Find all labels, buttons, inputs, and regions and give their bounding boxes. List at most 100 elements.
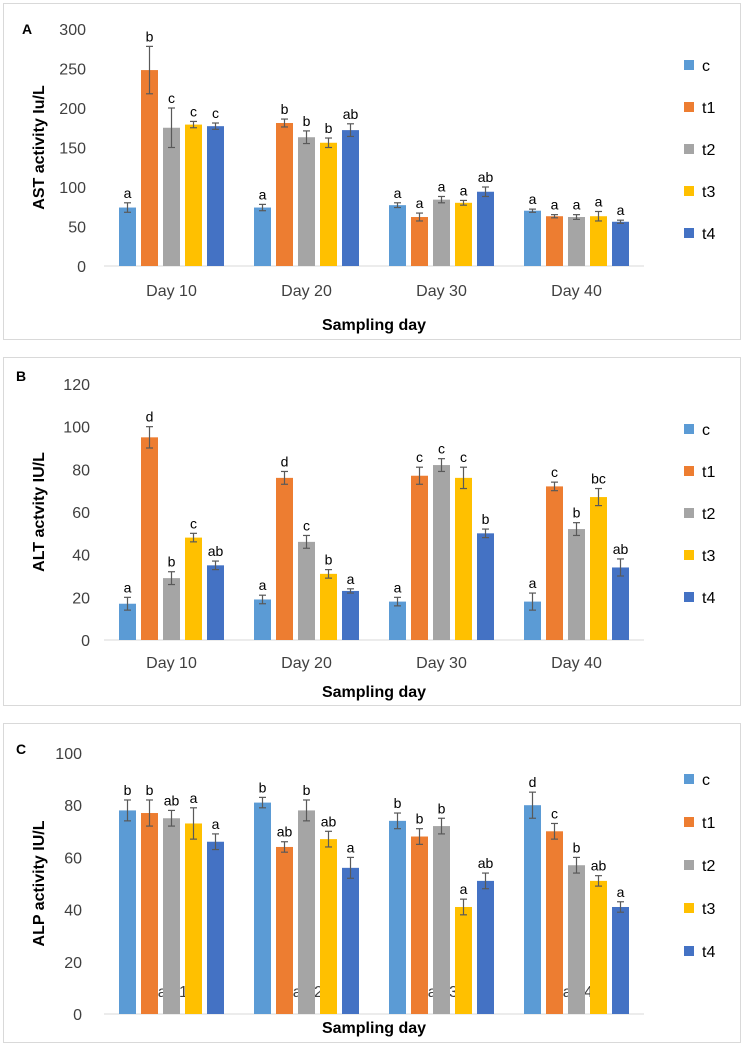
- panel-b-bar-t2: [163, 578, 180, 640]
- panel-a-bar-t2: [298, 137, 315, 266]
- panel-b-significance-letter: b: [573, 505, 581, 521]
- panel-a-legend-swatch-t1: [684, 102, 694, 112]
- panel-a-bar-t3: [320, 142, 337, 266]
- panel-b-bar-t2: [433, 465, 450, 640]
- panel-c-bar-t1: [411, 836, 428, 1014]
- panel-b-significance-letter: a: [124, 579, 132, 595]
- panel-b-bar-c: [389, 601, 406, 640]
- panel-a-significance-letter: a: [394, 185, 402, 201]
- panel-a-category-label: Day 40: [551, 283, 602, 300]
- panel-c-legend-label-t1: t1: [702, 815, 715, 832]
- panel-a-bar-t3: [185, 124, 202, 266]
- panel-c-significance-letter: d: [529, 774, 537, 790]
- panel-b-ytick-label: 20: [72, 590, 90, 607]
- panel-a-legend-swatch-t3: [684, 186, 694, 196]
- panel-c-significance-letter: ab: [164, 792, 180, 808]
- panel-b-bar-c: [524, 601, 541, 640]
- panel-c-significance-letter: a: [460, 881, 468, 897]
- panel-a-significance-letter: b: [325, 120, 333, 136]
- panel-b-legend-label-c: c: [702, 422, 710, 439]
- panel-c-significance-letter: b: [438, 800, 446, 816]
- panel-c-bar-t2: [568, 865, 585, 1014]
- panel-a-significance-letter: a: [259, 186, 267, 202]
- panel-c-bar-t4: [207, 841, 224, 1014]
- panel-b-significance-letter: bc: [591, 471, 606, 487]
- panel-b-bar-c: [254, 599, 271, 640]
- panel-b-label: B: [16, 368, 26, 384]
- panel-a-bar-t1: [276, 123, 293, 266]
- panel-b-significance-letter: b: [325, 552, 333, 568]
- chart-svg-a: A 0 50 100 150 200 250 300 AST activity Iu/L Samp…: [22, 21, 715, 334]
- panel-b-significance-letter: ab: [613, 541, 629, 557]
- panel-c-bar-t1: [546, 831, 563, 1014]
- panel-b-bar-t4: [207, 565, 224, 640]
- chart-panel-b: B 0 20 40 60 80 100 120 ALT actvity IU/L Sampling…: [3, 357, 741, 706]
- panel-a-bar-c: [119, 207, 136, 266]
- panel-c-legend-swatch-t3: [684, 903, 694, 913]
- panel-a-legend-swatch-t2: [684, 144, 694, 154]
- panel-c-bar-t3: [185, 823, 202, 1014]
- panel-a-x-axis-title: Sampling day: [322, 317, 426, 334]
- panel-a-bar-t3: [455, 202, 472, 266]
- panel-a-ytick-label: 50: [68, 220, 86, 237]
- panel-b-bar-t1: [141, 437, 158, 640]
- panel-a-bar-t4: [207, 126, 224, 266]
- panel-b-bar-t1: [546, 486, 563, 640]
- panel-a-ytick-label: 200: [59, 101, 86, 118]
- panel-c-y-axis-title: ALP activity IU/L: [31, 820, 48, 946]
- panel-c-legend-swatch-t1: [684, 817, 694, 827]
- panel-b-y-axis-title: ALT actvity IU/L: [31, 452, 48, 572]
- panel-b-legend-swatch-t4: [684, 592, 694, 602]
- panel-b-bar-t2: [298, 541, 315, 640]
- panel-c-bar-t4: [477, 880, 494, 1014]
- panel-c-legend-label-t2: t2: [702, 858, 715, 875]
- panel-b-significance-letter: ab: [208, 543, 224, 559]
- panel-a-bar-t2: [163, 127, 180, 266]
- panel-a-significance-letter: a: [416, 195, 424, 211]
- panel-b-bar-t4: [477, 533, 494, 640]
- panel-a-label: A: [22, 21, 32, 37]
- panel-a-significance-letter: b: [146, 28, 154, 44]
- panel-c-significance-letter: b: [573, 839, 581, 855]
- panel-a-legend-swatch-c: [684, 60, 694, 70]
- panel-c-significance-letter: a: [212, 816, 220, 832]
- panel-c-significance-letter: ab: [321, 813, 337, 829]
- panel-c-significance-letter: b: [259, 779, 267, 795]
- panel-b-category-label: Day 20: [281, 655, 332, 672]
- panel-a-category-label: Day 20: [281, 283, 332, 300]
- panel-b-significance-letter: d: [146, 409, 154, 425]
- panel-b-legend-swatch-t1: [684, 466, 694, 476]
- panel-a-significance-letter: a: [551, 197, 559, 213]
- panel-c-bar-t4: [612, 906, 629, 1014]
- panel-a-significance-letter: c: [168, 90, 175, 106]
- panel-b-ytick-label: 100: [63, 420, 90, 437]
- panel-a-bar-t3: [590, 216, 607, 266]
- panel-b-bar-t3: [185, 537, 202, 640]
- panel-c-bar-t3: [320, 839, 337, 1014]
- panel-c-bar-t2: [433, 826, 450, 1014]
- panel-b-significance-letter: c: [303, 517, 310, 533]
- panel-b-ytick-label: 60: [72, 505, 90, 522]
- panel-c-significance-letter: ab: [277, 824, 293, 840]
- panel-c-bar-c: [254, 802, 271, 1014]
- panel-b-bar-t3: [320, 573, 337, 640]
- panel-a-legend-label-t1: t1: [702, 100, 715, 117]
- panel-b-significance-letter: a: [347, 571, 355, 587]
- panel-c-legend-label-t3: t3: [702, 901, 715, 918]
- panel-a-bar-t4: [342, 130, 359, 266]
- panel-a-legend-label-t2: t2: [702, 142, 715, 159]
- panel-a-category-label: Day 10: [146, 283, 197, 300]
- chart-svg-c: C 0 20 40 60 80 100 ALP activity IU/L Sampling d…: [16, 741, 715, 1037]
- chart-panel-a: A 0 50 100 150 200 250 300 AST activity Iu/L Samp…: [3, 3, 741, 340]
- panel-a-legend-swatch-t4: [684, 228, 694, 238]
- panel-c-legend-swatch-t2: [684, 860, 694, 870]
- panel-c-bar-t2: [163, 818, 180, 1014]
- panel-b-bar-t2: [568, 529, 585, 640]
- panel-a-bar-c: [524, 210, 541, 266]
- panel-a-ytick-label: 150: [59, 141, 86, 158]
- panel-b-significance-letter: b: [482, 511, 490, 527]
- panel-b-x-axis-title: Sampling day: [322, 684, 426, 701]
- panel-c-ytick-label: 60: [64, 850, 82, 867]
- panel-b-legend-swatch-t2: [684, 508, 694, 518]
- panel-a-ytick-label: 300: [59, 22, 86, 39]
